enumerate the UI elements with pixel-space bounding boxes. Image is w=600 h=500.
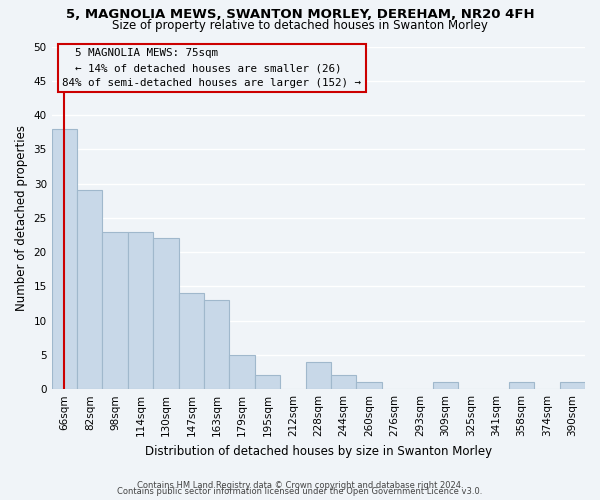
Bar — [255, 376, 280, 389]
Bar — [560, 382, 585, 389]
X-axis label: Distribution of detached houses by size in Swanton Morley: Distribution of detached houses by size … — [145, 444, 492, 458]
Bar — [305, 362, 331, 389]
Text: 5 MAGNOLIA MEWS: 75sqm
  ← 14% of detached houses are smaller (26)
84% of semi-d: 5 MAGNOLIA MEWS: 75sqm ← 14% of detached… — [62, 48, 361, 88]
Bar — [204, 300, 229, 389]
Bar — [356, 382, 382, 389]
Bar — [331, 376, 356, 389]
Bar — [128, 232, 153, 389]
Y-axis label: Number of detached properties: Number of detached properties — [15, 125, 28, 311]
Text: Size of property relative to detached houses in Swanton Morley: Size of property relative to detached ho… — [112, 19, 488, 32]
Bar — [153, 238, 179, 389]
Bar — [179, 293, 204, 389]
Bar — [509, 382, 534, 389]
Text: Contains HM Land Registry data © Crown copyright and database right 2024.: Contains HM Land Registry data © Crown c… — [137, 481, 463, 490]
Bar — [77, 190, 103, 389]
Bar — [52, 128, 77, 389]
Text: 5, MAGNOLIA MEWS, SWANTON MORLEY, DEREHAM, NR20 4FH: 5, MAGNOLIA MEWS, SWANTON MORLEY, DEREHA… — [65, 8, 535, 20]
Text: Contains public sector information licensed under the Open Government Licence v3: Contains public sector information licen… — [118, 488, 482, 496]
Bar — [103, 232, 128, 389]
Bar — [229, 355, 255, 389]
Bar — [433, 382, 458, 389]
